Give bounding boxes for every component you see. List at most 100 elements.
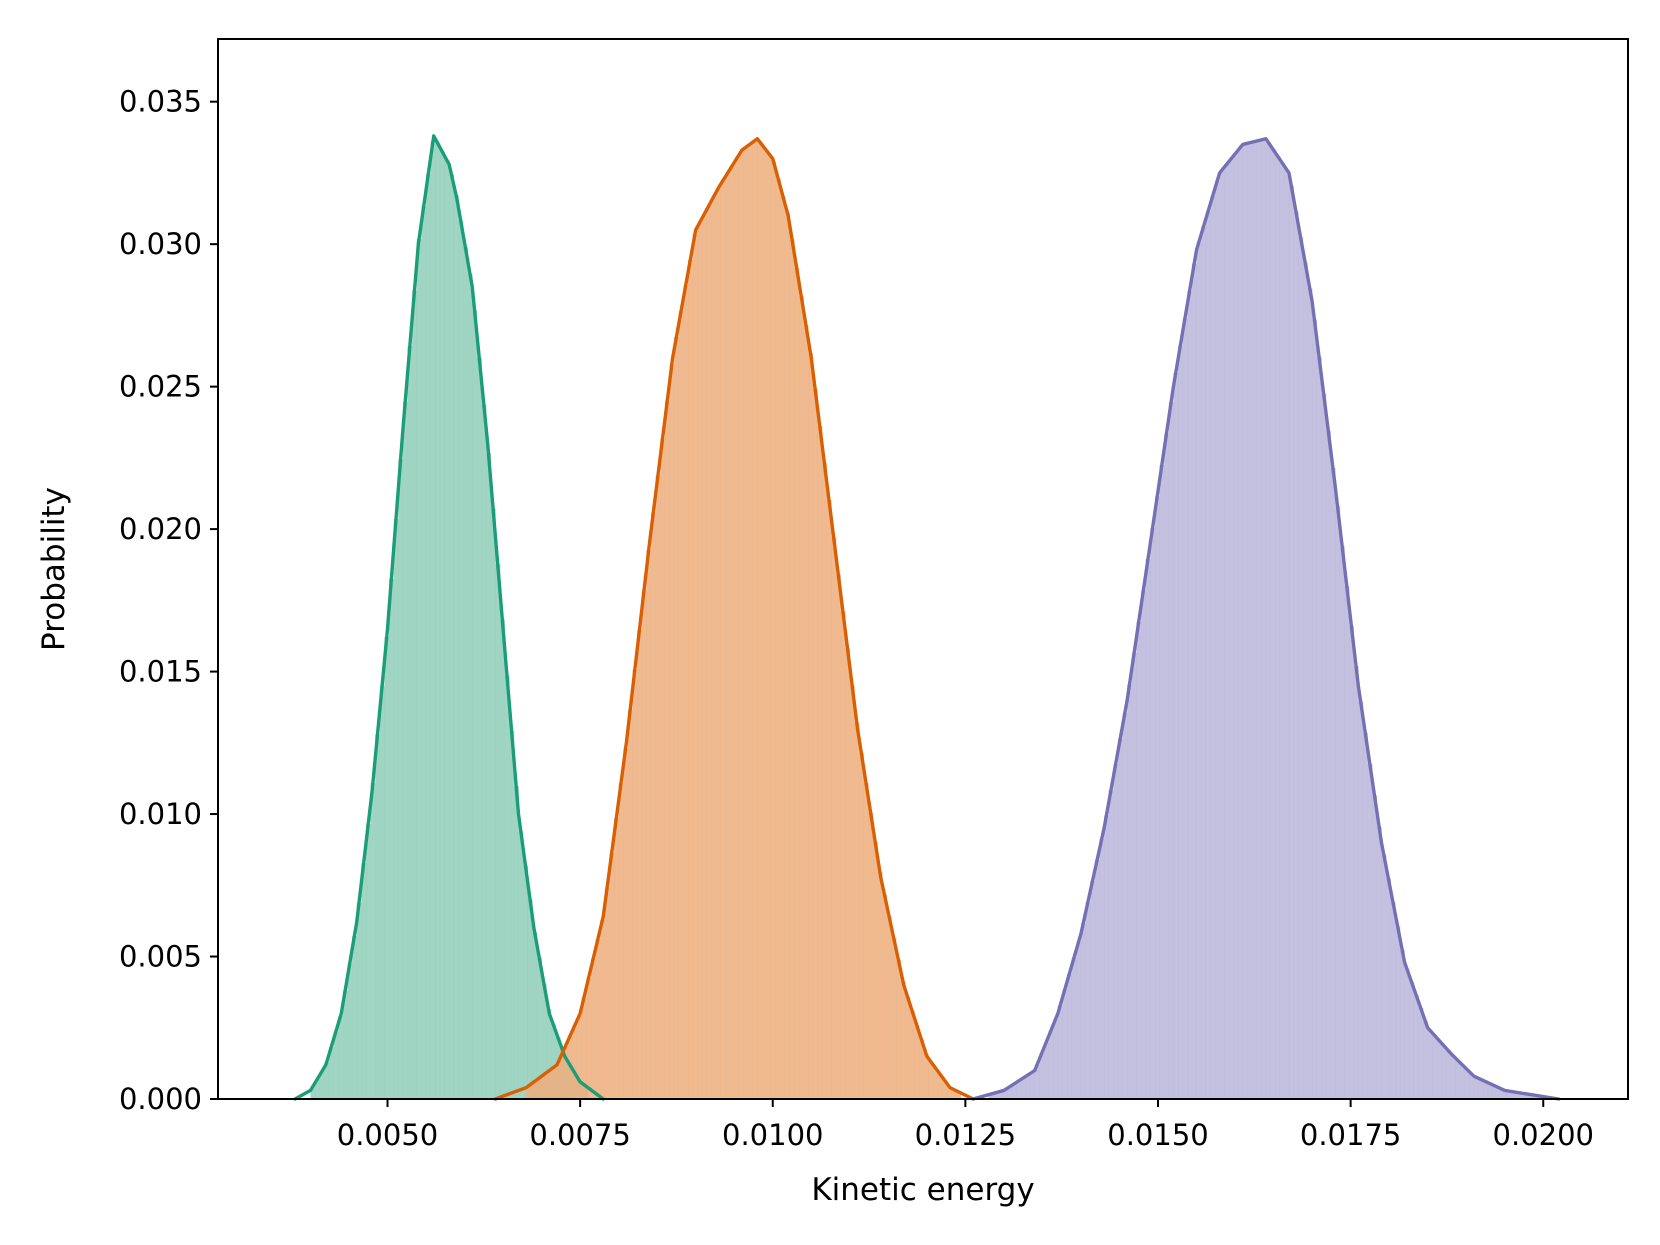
histogram-bar — [467, 273, 473, 1099]
histogram-bar — [1030, 1072, 1036, 1099]
histogram-bar — [1219, 170, 1225, 1099]
histogram-bar — [1427, 1030, 1433, 1099]
x-tick-label: 0.0150 — [1107, 1118, 1208, 1152]
histogram-bar — [1390, 902, 1396, 1099]
histogram-bar — [315, 1078, 320, 1099]
histogram-bar — [1358, 701, 1364, 1099]
histogram-bar — [1048, 1030, 1054, 1099]
histogram-bar — [1367, 764, 1373, 1099]
kde-curve-series-3 — [971, 137, 1561, 1101]
histogram-bar — [518, 831, 524, 1099]
histogram-bar — [1288, 185, 1294, 1099]
histogram-bar — [1136, 621, 1142, 1099]
histogram-bar — [706, 205, 712, 1099]
histogram-bar — [1002, 1089, 1008, 1099]
histogram-bar — [1497, 1087, 1502, 1099]
histogram-bar — [527, 899, 533, 1099]
x-tick-label: 0.0125 — [915, 1118, 1016, 1152]
histogram-bar — [577, 1015, 582, 1099]
histogram-bar — [1510, 1091, 1516, 1099]
histogram-bar — [1436, 1040, 1442, 1099]
histogram-bar — [1224, 164, 1230, 1099]
histogram-bar — [1515, 1092, 1521, 1099]
histogram-bar — [1006, 1086, 1012, 1099]
histogram-bar — [849, 685, 855, 1099]
histogram-bar — [472, 310, 478, 1099]
histogram-bar — [600, 919, 606, 1099]
kde-curve-series-2 — [493, 137, 975, 1101]
x-tick-label: 0.0050 — [337, 1118, 438, 1152]
histogram-bar — [1187, 290, 1193, 1099]
histogram-bar — [771, 161, 777, 1099]
histogram-bar — [734, 158, 740, 1099]
histogram-bar — [572, 1025, 578, 1099]
histogram-bar — [333, 1031, 339, 1099]
histogram-bar — [835, 574, 841, 1099]
histogram-bar — [937, 1074, 943, 1099]
histogram-bar — [1039, 1053, 1045, 1099]
histogram-bar — [1460, 1064, 1465, 1099]
histogram-bar — [490, 508, 496, 1099]
histogram-bar — [342, 990, 348, 1099]
histogram-bar — [535, 1079, 541, 1099]
histogram-bar — [458, 220, 464, 1099]
histogram-bar — [1053, 1019, 1059, 1099]
histogram-bar — [785, 212, 790, 1099]
histogram-bar — [1487, 1083, 1493, 1099]
histogram-bar — [421, 206, 427, 1099]
histogram-bar — [946, 1086, 952, 1099]
histogram-bar — [780, 195, 786, 1100]
histogram-bar — [1173, 372, 1179, 1100]
histogram-bar — [1275, 155, 1281, 1099]
histogram-bar — [444, 160, 450, 1100]
histogram-bar — [1418, 1008, 1424, 1099]
histogram-bar — [1450, 1055, 1456, 1099]
histogram-bar — [513, 786, 519, 1099]
histogram-bar — [1409, 981, 1415, 1099]
histogram-series-1 — [310, 141, 589, 1100]
y-tick-label: 0.000 — [119, 1082, 202, 1116]
x-axis-label: Kinetic energy — [811, 1172, 1034, 1208]
histogram-bar — [1131, 653, 1137, 1099]
histogram-bar — [412, 290, 418, 1100]
histogram-bar — [523, 865, 529, 1099]
histogram-bar — [808, 353, 814, 1099]
histogram-bar — [711, 197, 717, 1099]
histogram-bar — [1043, 1042, 1049, 1099]
histogram-bar — [933, 1067, 938, 1099]
histogram-bar — [1399, 950, 1405, 1099]
histogram-bar — [863, 782, 869, 1099]
histogram-bar — [310, 1086, 316, 1099]
histogram-series-3 — [988, 139, 1544, 1100]
histogram-bar — [1330, 467, 1336, 1100]
histogram-bar — [660, 438, 666, 1099]
kde-curve-series-1 — [293, 134, 605, 1101]
histogram-bar — [495, 564, 501, 1099]
histogram-bar — [1080, 923, 1086, 1099]
histogram-bar — [1191, 263, 1197, 1099]
histogram-bar — [798, 296, 804, 1099]
histogram-bar — [905, 996, 911, 1099]
histogram-bar — [550, 1024, 556, 1099]
histogram-bar — [623, 748, 629, 1099]
histogram-bar — [775, 178, 781, 1099]
histogram-bar — [1339, 546, 1345, 1099]
histogram-bar — [724, 173, 730, 1100]
histogram-bar — [1127, 684, 1133, 1099]
histogram-bar — [389, 578, 394, 1099]
histogram-bar — [882, 894, 888, 1099]
histogram-bar — [729, 166, 735, 1099]
histogram-bar — [1265, 142, 1271, 1099]
histogram-bar — [1011, 1083, 1017, 1099]
histogram-bar — [1353, 665, 1359, 1099]
histogram-bar — [951, 1089, 957, 1099]
histogram-bar — [549, 1068, 555, 1099]
histogram-bar — [928, 1061, 934, 1099]
histogram-bar — [651, 512, 656, 1099]
histogram-bar — [1404, 968, 1410, 1099]
histogram-bar — [1205, 211, 1211, 1099]
histogram-bar — [1376, 826, 1382, 1099]
histogram-bar — [743, 147, 749, 1099]
histogram-bar — [558, 1056, 564, 1099]
